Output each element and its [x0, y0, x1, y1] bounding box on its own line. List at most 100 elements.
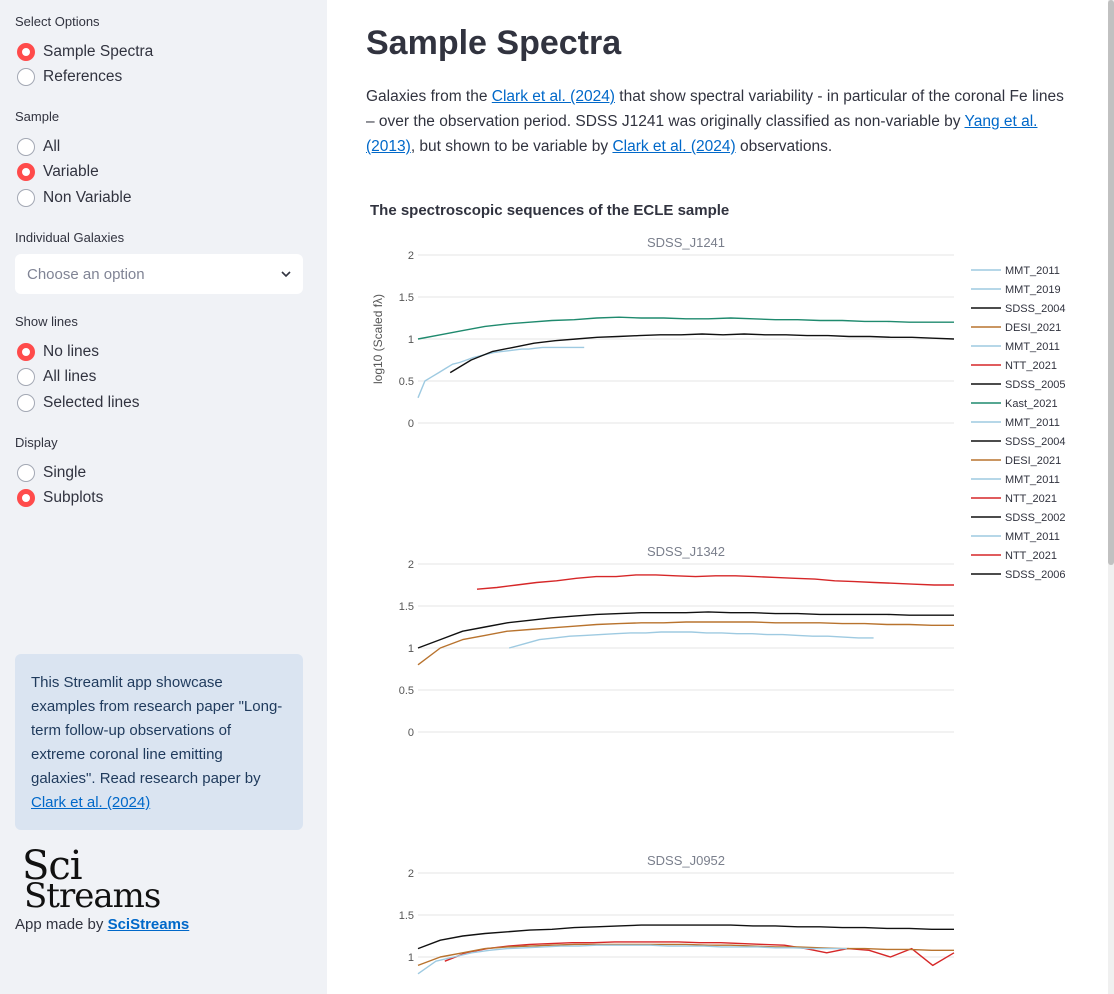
radio-single[interactable]: Single	[15, 460, 103, 486]
series-ntt-2021-line[interactable]	[476, 574, 954, 590]
select-options-label: Select Options	[15, 14, 100, 29]
legend-item[interactable]: SDSS_2006	[971, 569, 1066, 581]
info-box: This Streamlit app showcase examples fro…	[15, 654, 303, 830]
radio-selected-lines-label: Selected lines	[43, 393, 140, 411]
legend-item[interactable]: MMT_2019	[971, 284, 1061, 296]
sample-group: Sample All Variable Non Variable	[15, 109, 131, 211]
individual-galaxies-select[interactable]: Choose an option	[15, 254, 303, 294]
legend-label: SDSS_2005	[1005, 379, 1066, 391]
legend-item[interactable]: SDSS_2002	[971, 512, 1066, 524]
clark-link-2[interactable]: Clark et al. (2024)	[612, 138, 736, 155]
y-tick-label: 1.5	[399, 292, 414, 304]
legend-item[interactable]: MMT_2011	[971, 531, 1060, 543]
series-sdss-2005-line[interactable]	[449, 333, 955, 374]
legend-label: MMT_2011	[1005, 531, 1060, 543]
clark-link-1[interactable]: Clark et al. (2024)	[491, 88, 615, 105]
page-title: Sample Spectra	[366, 24, 622, 62]
chevron-down-icon	[281, 271, 291, 278]
radio-no-lines-label: No lines	[43, 342, 99, 360]
legend-label: MMT_2011	[1005, 417, 1060, 429]
subplot-title: SDSS_J1241	[647, 235, 725, 250]
select-options-group: Select Options Sample Spectra References	[15, 14, 153, 90]
series-kast-2021-line[interactable]	[417, 316, 954, 340]
radio-variable-label: Variable	[43, 163, 99, 181]
series-mmt-2011-line[interactable]	[508, 631, 874, 649]
scistreams-logo: Sci Streams	[22, 843, 161, 916]
legend-item[interactable]: SDSS_2004	[971, 303, 1066, 315]
radio-subplots[interactable]: Subplots	[15, 486, 103, 512]
radio-non-variable[interactable]: Non Variable	[15, 185, 131, 211]
radio-all[interactable]: All	[15, 134, 131, 160]
info-text: This Streamlit app showcase examples fro…	[31, 674, 283, 787]
individual-galaxies-label: Individual Galaxies	[15, 230, 125, 245]
radio-single-label: Single	[43, 463, 87, 481]
legend-label: MMT_2011	[1005, 474, 1060, 486]
yang-link[interactable]: Yang et al. (2013)	[366, 113, 1038, 155]
y-tick-label: 1.5	[399, 910, 414, 922]
series-sdss-2006-line[interactable]	[417, 611, 954, 649]
series-mmt-2011-line[interactable]	[417, 346, 585, 399]
legend-label: NTT_2021	[1005, 493, 1057, 505]
radio-unchecked-icon	[17, 368, 35, 387]
y-tick-label: 0.5	[399, 376, 414, 388]
radio-checked-icon	[17, 42, 35, 61]
legend-item[interactable]: MMT_2011	[971, 417, 1060, 429]
radio-sample-spectra-label: Sample Spectra	[43, 42, 154, 60]
legend-item[interactable]: MMT_2011	[971, 474, 1060, 486]
legend-item[interactable]: DESI_2021	[971, 455, 1061, 467]
info-paper-link[interactable]: Clark et al. (2024)	[31, 794, 151, 811]
radio-unchecked-icon	[17, 68, 35, 87]
radio-subplots-label: Subplots	[43, 489, 104, 507]
y-tick-label: 1	[408, 643, 414, 655]
sample-label: Sample	[15, 109, 60, 124]
intro-text-3: , but shown to be variable by	[410, 138, 613, 155]
display-group: Display Single Subplots	[15, 435, 103, 511]
series-sdss-2004-line[interactable]	[417, 924, 954, 950]
legend-label: DESI_2021	[1005, 322, 1061, 334]
series-mmt-2011-line[interactable]	[417, 944, 847, 975]
spectra-chart[interactable]: The spectroscopic sequences of the ECLE …	[327, 0, 1107, 994]
legend-item[interactable]: NTT_2021	[971, 493, 1057, 505]
y-tick-label: 2	[408, 250, 414, 262]
radio-checked-icon	[17, 342, 35, 361]
legend-item[interactable]: MMT_2011	[971, 341, 1060, 353]
legend-label: MMT_2019	[1005, 284, 1061, 296]
radio-all-lines[interactable]: All lines	[15, 365, 140, 391]
legend-item[interactable]: NTT_2021	[971, 550, 1057, 562]
radio-references[interactable]: References	[15, 65, 153, 91]
y-tick-label: 1	[408, 334, 414, 346]
radio-all-lines-label: All lines	[43, 368, 97, 386]
scistreams-link[interactable]: SciStreams	[107, 916, 190, 933]
legend-item[interactable]: NTT_2021	[971, 360, 1057, 372]
y-tick-label: 2	[408, 559, 414, 571]
legend-item[interactable]: MMT_2011	[971, 265, 1060, 277]
radio-references-label: References	[43, 68, 123, 86]
made-by-prefix: App made by	[15, 916, 108, 933]
legend-item[interactable]: SDSS_2004	[971, 436, 1066, 448]
made-by: App made by SciStreams	[15, 916, 189, 933]
scrollbar-thumb[interactable]	[1108, 0, 1114, 565]
legend-item[interactable]: Kast_2021	[971, 398, 1058, 410]
logo-line-1: Sci	[22, 843, 83, 889]
radio-selected-lines[interactable]: Selected lines	[15, 390, 140, 416]
radio-sample-spectra[interactable]: Sample Spectra	[15, 39, 153, 65]
radio-variable[interactable]: Variable	[15, 160, 131, 186]
y-tick-label: 0.5	[399, 685, 414, 697]
series-desi-2021-line[interactable]	[417, 621, 954, 666]
legend-label: NTT_2021	[1005, 360, 1057, 372]
radio-non-variable-label: Non Variable	[43, 188, 132, 206]
y-tick-label: 2	[408, 868, 414, 880]
legend-label: DESI_2021	[1005, 455, 1061, 467]
series-ntt-2021-line[interactable]	[444, 941, 955, 967]
series-desi-2021-line[interactable]	[417, 943, 954, 967]
main-content: Sample Spectra Galaxies from the Clark e…	[327, 0, 1114, 994]
select-placeholder: Choose an option	[27, 265, 145, 283]
legend-item[interactable]: DESI_2021	[971, 322, 1061, 334]
legend-item[interactable]: SDSS_2005	[971, 379, 1066, 391]
chart-legend: MMT_2011 MMT_2019 SDSS_2004 DESI_2021 MMT_20…	[971, 265, 1066, 581]
show-lines-group: Show lines No lines All lines Selected l…	[15, 314, 140, 416]
logo-line-2: Streams	[24, 876, 161, 916]
subplot-title: SDSS_J1342	[647, 544, 725, 559]
radio-no-lines[interactable]: No lines	[15, 339, 140, 365]
